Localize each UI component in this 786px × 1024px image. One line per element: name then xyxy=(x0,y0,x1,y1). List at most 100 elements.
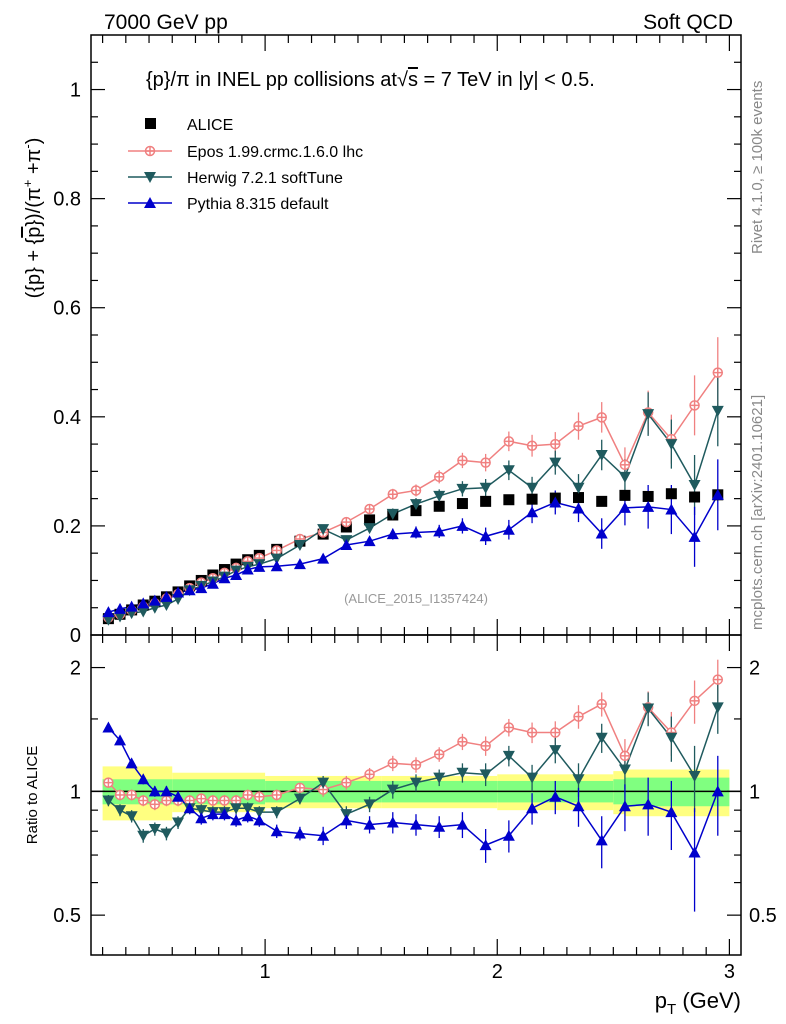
main-point-pythia xyxy=(102,606,115,618)
main-point-herwig xyxy=(665,439,678,451)
main-point-pythia xyxy=(218,572,231,584)
ratio-point-pythia xyxy=(172,790,185,802)
ratio-point-herwig xyxy=(410,777,422,789)
main-point-alice xyxy=(410,505,422,517)
ratio-point-herwig xyxy=(479,769,492,781)
ratio-point-epos xyxy=(114,789,126,801)
main-point-pythia xyxy=(125,600,138,612)
analysis-watermark: (ALICE_2015_I1357424) xyxy=(344,591,488,606)
ratio-point-herwig xyxy=(618,764,631,776)
side-text-bottom: mcplots.cern.ch [arXiv:2401.10621] xyxy=(749,395,766,630)
ratio-point-pythia xyxy=(230,814,243,826)
ratio-point-herwig xyxy=(363,799,376,811)
main-point-alice xyxy=(364,514,376,526)
ratio-point-epos xyxy=(689,695,700,707)
ratio-point-epos xyxy=(230,795,242,806)
main-point-pythia xyxy=(410,526,422,538)
main-point-herwig xyxy=(549,457,562,469)
ratio-point-herwig xyxy=(502,750,515,762)
ratio-point-herwig xyxy=(386,784,399,796)
ratio-point-pythia xyxy=(479,839,492,851)
ticks-layer: 0.2 0.4 0.6 0.8 1 0 1 2 3 0.5 0.5 1 1 2 2 xyxy=(53,35,777,983)
main-line-herwig xyxy=(108,410,719,621)
ratio-point-pythia xyxy=(572,800,585,812)
ratio-line-epos xyxy=(107,679,719,806)
ratio-point-herwig xyxy=(125,811,138,823)
ratio-point-pythia xyxy=(241,810,254,822)
ratio-point-pythia xyxy=(160,785,173,797)
main-point-pythia xyxy=(206,577,219,589)
ratio-point-pythia xyxy=(410,818,422,830)
ratio-point-herwig xyxy=(642,703,655,715)
legend-marker-alice xyxy=(145,118,156,129)
main-point-epos xyxy=(619,459,631,471)
ratio-point-epos xyxy=(294,782,306,794)
main-point-pythia xyxy=(137,597,150,609)
ratio-point-epos xyxy=(254,791,265,803)
main-point-epos xyxy=(689,400,700,411)
ratio-point-epos xyxy=(161,795,172,806)
legend-label-herwig: Herwig 7.2.1 softTune xyxy=(187,170,343,187)
main-point-pythia xyxy=(172,586,185,598)
main-line-pythia xyxy=(108,494,719,613)
main-point-pythia xyxy=(642,500,655,512)
plot-title-main: {p}/π in INEL pp collisions at xyxy=(146,69,397,91)
ylabel-part-4: ) xyxy=(23,138,45,145)
main-point-pythia xyxy=(433,525,446,537)
ratio-point-pythia xyxy=(317,829,330,841)
main-point-pythia xyxy=(195,582,208,594)
ylabel-sup-2: - xyxy=(20,144,35,148)
main-point-herwig xyxy=(363,523,376,535)
main-point-pythia xyxy=(241,563,254,575)
main-point-herwig xyxy=(317,524,330,536)
main-point-pythia xyxy=(386,528,399,540)
ratio-point-herwig xyxy=(253,807,266,819)
main-point-pythia xyxy=(293,558,306,570)
main-point-herwig xyxy=(711,405,724,417)
ratio-point-epos xyxy=(550,727,561,738)
ratio-point-epos xyxy=(410,759,422,771)
ratio-point-pythia xyxy=(642,798,655,810)
xlabel-p: p xyxy=(655,988,667,1013)
ratio-point-epos xyxy=(207,795,219,806)
x-axis-label: pT (GeV) xyxy=(655,988,741,1018)
ratio-point-herwig xyxy=(148,823,161,835)
ratio-point-herwig xyxy=(549,745,562,757)
main-point-herwig xyxy=(618,471,631,483)
ratio-point-pythia xyxy=(102,721,115,733)
main-point-pythia xyxy=(253,560,266,572)
main-point-alice xyxy=(642,490,654,502)
main-point-alice xyxy=(480,495,492,507)
main-point-alice xyxy=(503,494,515,506)
main-point-epos xyxy=(433,471,445,483)
ratio-point-pythia xyxy=(618,800,631,812)
main-point-herwig xyxy=(456,483,469,495)
ratio-point-pythia xyxy=(363,818,376,830)
main-point-pythia xyxy=(502,523,515,535)
ratio-point-herwig xyxy=(137,830,150,842)
main-point-alice xyxy=(596,495,608,507)
main-point-pythia xyxy=(270,560,283,572)
ratio-point-pythia xyxy=(665,806,678,818)
main-point-epos xyxy=(573,420,584,432)
main-point-epos xyxy=(596,412,607,423)
main-point-pythia xyxy=(572,502,585,514)
ratio-point-herwig xyxy=(711,702,724,714)
ratio-point-herwig xyxy=(241,803,254,815)
main-line-epos xyxy=(108,372,719,619)
ratio-point-epos xyxy=(573,711,584,722)
ylabel-sup-1: + xyxy=(20,180,35,188)
main-point-herwig xyxy=(642,409,655,421)
ylabel-part-1: ({p} + { xyxy=(23,237,45,298)
ratio-point-epos xyxy=(341,777,352,788)
ratio-point-herwig xyxy=(195,805,208,817)
main-point-epos xyxy=(480,457,491,468)
ratio-point-epos xyxy=(503,722,515,733)
side-text-top: Rivet 4.1.0, ≥ 100k events xyxy=(749,81,766,254)
main-point-pythia xyxy=(665,503,678,515)
main-point-herwig xyxy=(595,450,608,461)
ratio-point-epos xyxy=(103,777,114,788)
plot-title-s: s xyxy=(408,69,418,91)
ratio-point-epos xyxy=(219,795,230,806)
